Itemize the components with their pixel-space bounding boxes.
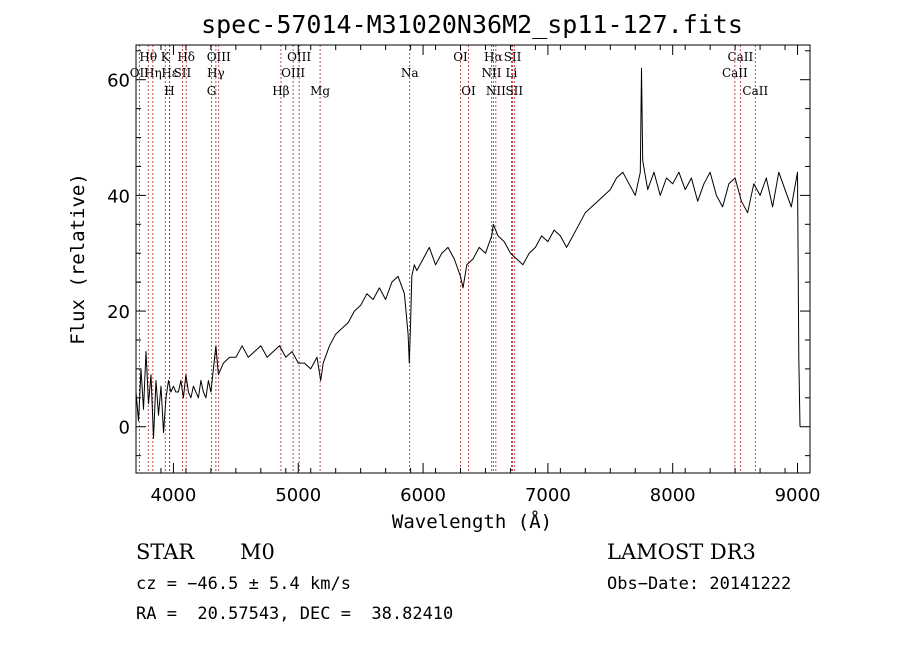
- y-tick-label: 60: [107, 71, 130, 92]
- line-label: Hγ: [207, 66, 225, 80]
- line-label: SII: [174, 66, 192, 80]
- y-tick-label: 40: [107, 186, 130, 207]
- line-label: Hθ: [139, 50, 157, 64]
- line-label: NII: [486, 84, 506, 98]
- redshift-readout: cz = −46.5 ± 5.4 km/s: [136, 574, 351, 594]
- y-axis-label: Flux (relative): [67, 173, 89, 345]
- chart-title: spec-57014-M31020N36M2_sp11-127.fits: [201, 10, 743, 39]
- spectrum-line-0: [135, 67, 801, 439]
- line-label: Hη: [144, 66, 162, 80]
- survey-name: LAMOST DR3: [607, 540, 756, 564]
- line-label: K: [161, 50, 171, 64]
- line-label: OIII: [281, 66, 305, 80]
- x-tick-label: 9000: [775, 485, 821, 506]
- line-label: CaII: [742, 84, 768, 98]
- line-label: OII: [130, 66, 150, 80]
- line-label: OIII: [287, 50, 311, 64]
- spectrum-series: [135, 67, 801, 439]
- line-label: CaII: [727, 50, 753, 64]
- line-label: NII: [481, 66, 501, 80]
- line-label: SII: [504, 50, 522, 64]
- x-axis-label: Wavelength (Å): [392, 510, 552, 533]
- y-tick-label: 20: [107, 302, 130, 323]
- line-label: H: [164, 84, 174, 98]
- x-tick-label: 7000: [525, 485, 571, 506]
- object-class: STAR: [136, 540, 195, 564]
- line-label: Na: [401, 66, 419, 80]
- line-label: Mg: [310, 84, 330, 98]
- x-tick-label: 4000: [151, 485, 197, 506]
- line-label: OI: [453, 50, 468, 64]
- x-tick-label: 8000: [650, 485, 696, 506]
- x-tick-label: 5000: [275, 485, 321, 506]
- coordinates: RA = 20.57543, DEC = 38.82410: [136, 604, 454, 624]
- axis-ticks: 4000 5000 6000 7000 8000 9000 0 20 40 60: [107, 45, 820, 506]
- object-subclass: M0: [240, 540, 275, 564]
- line-label: Li: [506, 66, 518, 80]
- line-label: Hα: [484, 50, 503, 64]
- x-tick-label: 6000: [400, 485, 446, 506]
- line-label: SII: [505, 84, 523, 98]
- plot-frame: [135, 44, 811, 474]
- line-label: G: [207, 84, 217, 98]
- line-label: CaII: [722, 66, 748, 80]
- line-label: Hδ: [177, 50, 195, 64]
- y-tick-label: 0: [119, 418, 130, 439]
- obs-date: Obs−Date: 20141222: [607, 574, 792, 594]
- line-label: OI: [461, 84, 476, 98]
- line-label: OIII: [207, 50, 231, 64]
- line-label: Hβ: [272, 84, 289, 98]
